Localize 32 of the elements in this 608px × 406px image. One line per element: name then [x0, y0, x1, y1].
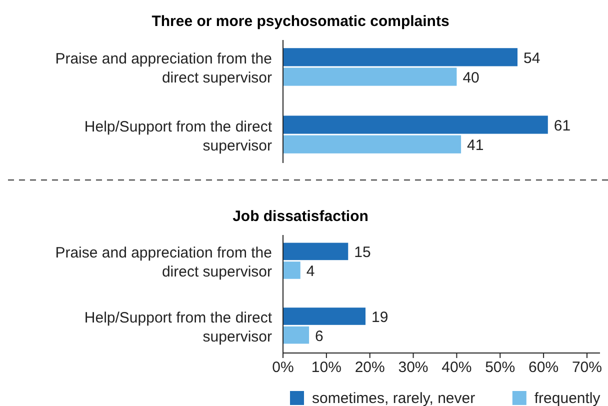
- bar: [283, 242, 348, 260]
- x-tick-label: 0%: [272, 359, 294, 376]
- data-label: 6: [315, 328, 324, 345]
- chart-title: Three or more psychosomatic complaints: [152, 13, 450, 30]
- x-tick-label: 10%: [311, 359, 342, 376]
- x-tick-label: 20%: [354, 359, 385, 376]
- data-label: 41: [467, 137, 484, 154]
- bar: [283, 308, 366, 325]
- legend-label: sometimes, rarely, never: [312, 390, 476, 406]
- bar: [283, 116, 548, 134]
- data-label: 19: [372, 309, 388, 326]
- x-tick-label: 40%: [442, 359, 472, 376]
- x-tick-label: 70%: [572, 359, 602, 376]
- bar: [283, 135, 462, 154]
- y-tick-label: Help/Support from the direct supervisor: [84, 309, 273, 346]
- y-tick-label: Praise and appreciation from the direct supervisor: [55, 244, 272, 281]
- bar: [283, 262, 300, 279]
- data-label: 4: [306, 262, 315, 280]
- bar: [283, 68, 457, 86]
- y-tick-label: Help/Support from the direct supervisor: [84, 118, 273, 154]
- y-tick-label: Praise and appreciation from the direct supervisor: [55, 50, 272, 87]
- data-label: 40: [462, 70, 480, 87]
- data-label: 61: [554, 117, 571, 134]
- chart-title: Job dissatisfaction: [232, 208, 368, 225]
- x-tick-label: 60%: [528, 359, 559, 376]
- data-label: 54: [523, 50, 540, 67]
- bar: [283, 48, 518, 66]
- x-tick-label: 50%: [485, 359, 516, 376]
- x-tick-label: 30%: [398, 359, 428, 376]
- data-label: 15: [354, 244, 371, 262]
- bar: [283, 326, 310, 344]
- legend-label: frequently: [534, 390, 601, 406]
